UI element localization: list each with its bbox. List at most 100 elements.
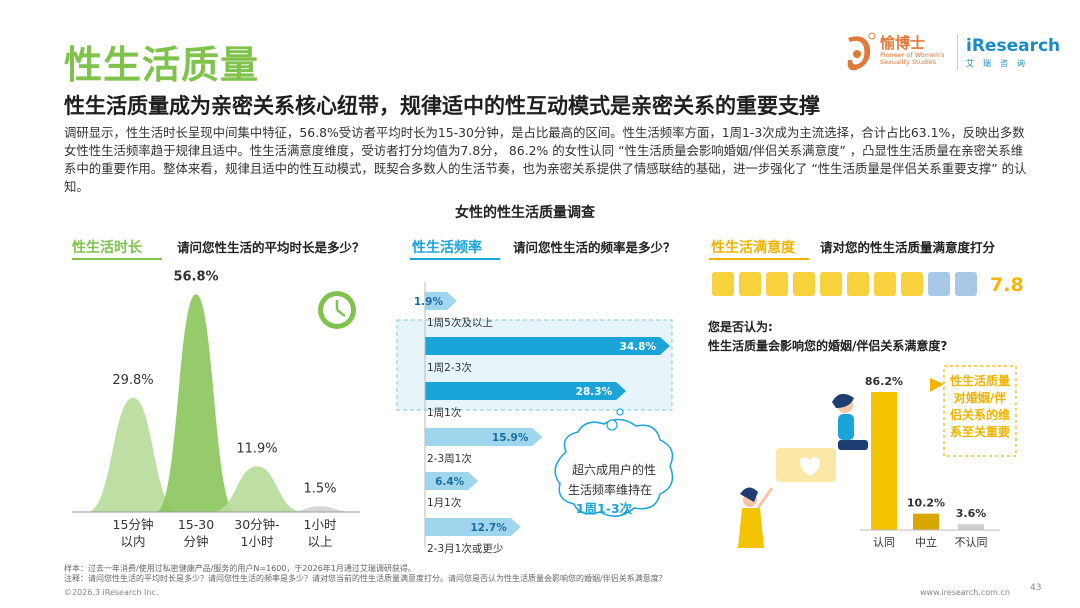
panel3-tag: 性生活满意度 (711, 240, 795, 256)
agree-category-label: 认同 (873, 536, 895, 549)
frequency-value-label: 6.4% (435, 476, 465, 488)
iresearch-logo-cn: 艾瑞咨询 (966, 59, 1034, 68)
score-block (847, 272, 869, 296)
sub-question-2: 性生活质量会影响您的婚姻/伴侣关系满意度? (707, 338, 947, 353)
callout-text-line2: 生活频率维持在 (568, 482, 652, 497)
heart-icon (800, 457, 820, 476)
cloud-bubble-small (606, 419, 618, 431)
agree-value-label: 86.2% (865, 375, 903, 388)
cloud-bubble-tiny (616, 408, 624, 416)
sub-question-1: 您是否认为: (708, 319, 773, 334)
frequency-value-label: 28.3% (576, 386, 613, 398)
callout-text-highlight: 1周1-3次 (576, 501, 633, 516)
panel2-question: 请问您性生活的频率是多少？ (513, 240, 676, 255)
frequency-value-label: 15.9% (492, 432, 529, 444)
frequency-bar (425, 382, 627, 400)
score-block (739, 272, 761, 296)
person2-illustration-arm (756, 487, 774, 509)
frequency-bar (425, 428, 543, 446)
agree-callout-line: 系至关重要 (950, 424, 1010, 439)
agree-bar (871, 392, 897, 530)
agree-category-label: 中立 (915, 535, 937, 549)
duration-peak (156, 294, 236, 512)
duration-value-label: 1.5% (303, 481, 336, 496)
frequency-category-label: 2-3周1次 (427, 452, 472, 465)
footnote-sample: 样本：过去一年消费/使用过私密健康产品/服务的用户N=1600，于2026年1月… (64, 564, 416, 573)
frequency-category-label: 1月1次 (427, 496, 462, 509)
score-block (874, 272, 896, 296)
footer-url: www.iresearch.com.cn (920, 588, 1010, 597)
score-block (901, 272, 923, 296)
agree-callout-line: 对婚姻/伴 (954, 390, 1006, 405)
panel3-question: 请对您的性生活质量满意度打分 (820, 240, 996, 255)
frequency-bar (425, 292, 457, 310)
frequency-value-label: 1.9% (414, 296, 444, 308)
callout-arrow-icon (930, 378, 944, 392)
panel1-question: 请问您性生活的平均时长是多少？ (177, 240, 365, 255)
agree-bar (913, 513, 939, 530)
duration-peak (211, 466, 303, 512)
footnote-note: 注释：请问您性生活的平均时长是多少？请问您性生活的频率是多少？请对您当前的性生活… (64, 574, 667, 583)
brand-tagline: Pioneer of Women's Sexuality Studies (880, 51, 945, 66)
iresearch-logo: iResearch (966, 36, 1061, 56)
person-illustration-legs (838, 440, 868, 450)
person2-illustration-dress (738, 508, 764, 548)
frequency-category-label: 1周1次 (427, 406, 462, 419)
intro-paragraph: 调研显示，性生活时长呈现中间集中特征，56.8%受访者平均时长为15-30分钟，… (64, 125, 1027, 194)
duration-value-label: 11.9% (236, 441, 277, 456)
callout-text-line1: 超六成用户的性 (572, 462, 656, 477)
frequency-category-label: 1周5次及以上 (427, 316, 493, 329)
agree-bar (958, 524, 984, 530)
score-block (793, 272, 815, 296)
chart-heading: 女性的性生活质量调查 (455, 205, 595, 221)
agree-callout-line: 侣关系的维 (950, 407, 1010, 422)
page-subtitle: 性生活质量成为亲密关系核心纽带，规律适中的性互动模式是亲密关系的重要支撑 (64, 94, 820, 118)
frequency-value-label: 12.7% (470, 522, 507, 534)
panel3-tag-underline (709, 258, 809, 260)
page-number: 43 (1030, 583, 1042, 593)
duration-category-label: 分钟 (183, 534, 208, 549)
score-block (928, 272, 950, 296)
person2-illustration-hair (740, 487, 758, 502)
agree-value-label: 3.6% (956, 507, 987, 520)
duration-category-label: 15-30 (178, 517, 214, 532)
panel1-tag-underline (72, 258, 162, 260)
score-block (766, 272, 788, 296)
agree-category-label: 不认同 (955, 536, 988, 549)
score-block (955, 272, 977, 296)
panel1-tag: 性生活时长 (72, 240, 142, 256)
panel2-tag: 性生活频率 (412, 240, 482, 256)
frequency-cloud-callout (554, 418, 674, 517)
agree-value-label: 10.2% (907, 497, 945, 510)
frequency-bar (425, 472, 479, 490)
duration-category-label: 30分钟- (234, 517, 279, 532)
frequency-bar (425, 337, 670, 355)
agree-callout-text: 性生活质量对婚姻/伴侣关系的维系至关重要 (949, 373, 1010, 439)
duration-category-label: 以上 (307, 534, 332, 549)
brand-name: 愉博士 (880, 34, 926, 52)
frequency-category-label: 1周2-3次 (427, 361, 472, 374)
brand-logo-icon (847, 32, 876, 71)
person-illustration-body (838, 414, 854, 440)
duration-peak (286, 506, 354, 512)
score-block (820, 272, 842, 296)
duration-value-label: 56.8% (173, 269, 218, 284)
score-value: 7.8 (990, 274, 1024, 296)
clock-hand-minute (336, 309, 346, 317)
frequency-category-label: 2-3月1次或更少 (427, 542, 503, 555)
person-illustration-hair (832, 393, 854, 408)
score-block (712, 272, 734, 296)
frequency-value-label: 34.8% (620, 341, 657, 353)
panel2-tag-underline (410, 258, 500, 260)
page-title: 性生活质量 (64, 43, 260, 87)
agree-callout-box (943, 365, 1017, 457)
footer-copyright: ©2026.3 iResearch Inc. (64, 588, 159, 597)
duration-category-label: 15分钟 (113, 517, 154, 532)
frequency-bar (425, 518, 521, 536)
duration-peak (87, 397, 179, 512)
duration-value-label: 29.8% (112, 373, 153, 388)
logo-divider (957, 34, 958, 70)
agree-callout-line: 性生活质量 (949, 373, 1010, 388)
duration-category-label: 1小时 (241, 534, 274, 549)
